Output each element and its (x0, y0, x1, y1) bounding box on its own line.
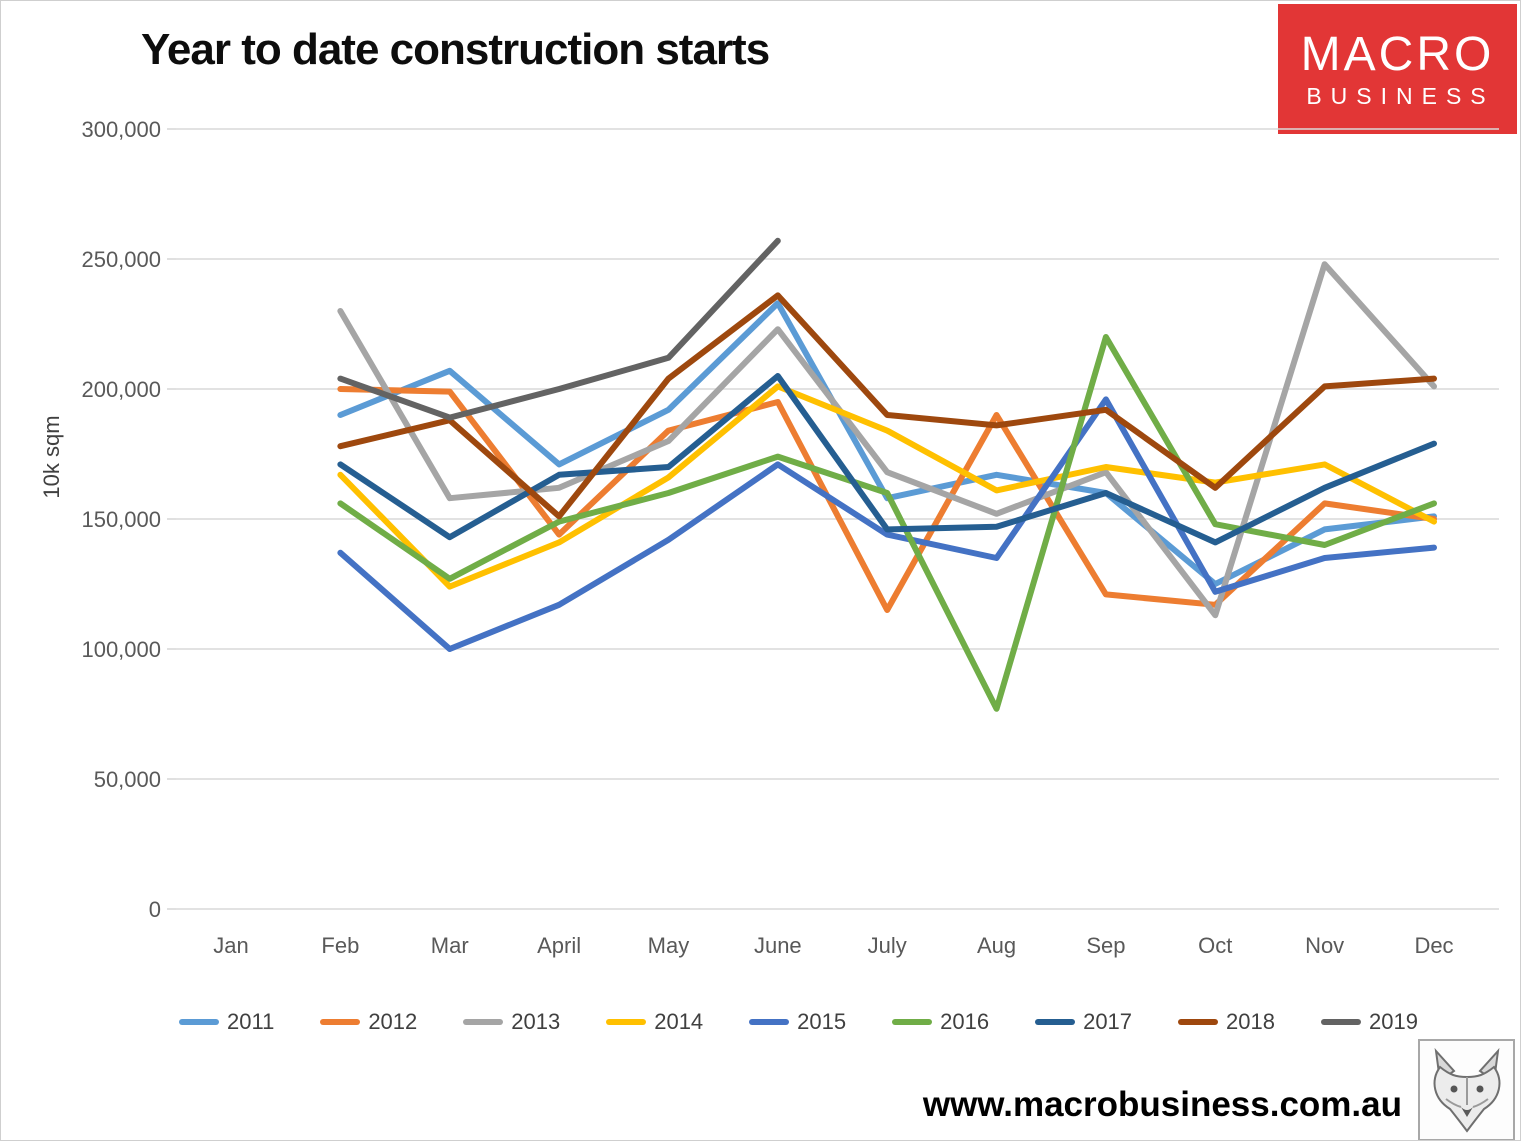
x-axis-label: June (754, 933, 802, 958)
series-line-2017 (337, 373, 1437, 546)
legend-label-2018: 2018 (1226, 1009, 1275, 1034)
x-axis-label: Aug (977, 933, 1016, 958)
legend-item-2012: 2012 (320, 1009, 417, 1035)
legend-label-2019: 2019 (1368, 1009, 1418, 1034)
x-axis-label: Sep (1086, 933, 1125, 958)
series-line-2014 (337, 383, 1437, 590)
macrobusiness-logo: MACRO BUSINESS (1278, 4, 1517, 134)
x-axis-label: Oct (1198, 933, 1232, 958)
legend-swatch-2014 (606, 1019, 647, 1025)
legend-item-2013: 2013 (463, 1009, 560, 1035)
legend-label-2015: 2015 (797, 1009, 847, 1034)
legend-label-2011: 2011 (227, 1009, 275, 1034)
chart-title: Year to date construction starts (141, 25, 770, 74)
x-axis-label: Feb (321, 933, 359, 958)
series-line-2019 (337, 237, 781, 421)
y-axis-title: 10k sqm (39, 415, 64, 498)
y-axis-label: 100,000 (81, 637, 161, 662)
y-axis-label: 200,000 (81, 377, 161, 402)
legend-label-2013: 2013 (511, 1009, 561, 1034)
legend-item-2016: 2016 (892, 1009, 989, 1035)
x-axis-label: April (537, 933, 581, 958)
legend-swatch-2018 (1178, 1019, 1219, 1025)
legend-label-2014: 2014 (654, 1009, 704, 1034)
x-axis-label: May (648, 933, 690, 958)
series-line-2016 (337, 334, 1437, 712)
watermark-url: www.macrobusiness.com.au (922, 1085, 1402, 1124)
y-axis-label: 250,000 (81, 247, 161, 272)
x-axis-label: July (868, 933, 907, 958)
y-axis-label: 150,000 (81, 507, 161, 532)
x-axis-label: Jan (213, 933, 248, 958)
legend-item-2018: 2018 (1178, 1009, 1275, 1035)
x-axis-label: Mar (431, 933, 469, 958)
legend-swatch-2016 (892, 1019, 933, 1025)
legend-item-2011: 2011 (179, 1009, 274, 1035)
legend-label-2012: 2012 (368, 1009, 418, 1034)
legend-swatch-2013 (463, 1019, 504, 1025)
x-axis-label: Dec (1414, 933, 1453, 958)
y-axis-label: 300,000 (81, 117, 161, 142)
y-axis-label: 0 (149, 897, 161, 922)
legend-swatch-2019 (1320, 1019, 1361, 1025)
legend-swatch-2012 (320, 1019, 361, 1025)
x-axis-label: Nov (1305, 933, 1344, 958)
fox-head-icon (1433, 1047, 1500, 1133)
y-axis-label: 50,000 (94, 767, 161, 792)
legend-label-2017: 2017 (1083, 1009, 1133, 1034)
logo-text-macro: MACRO (1300, 27, 1495, 81)
legend-item-2017: 2017 (1035, 1009, 1132, 1035)
legend-label-2016: 2016 (940, 1009, 990, 1034)
series-line-2018 (337, 292, 1437, 520)
legend-item-2014: 2014 (606, 1009, 703, 1035)
legend-swatch-2011 (179, 1019, 219, 1025)
logo-text-business: BUSINESS (1306, 82, 1495, 109)
series-line-2013 (337, 261, 1437, 619)
legend-item-2015: 2015 (749, 1009, 846, 1035)
series-line-2015 (337, 396, 1437, 652)
fox-logo-box (1418, 1039, 1515, 1140)
legend-item-2019: 2019 (1320, 1009, 1418, 1035)
legend-swatch-2017 (1035, 1019, 1076, 1025)
legend-swatch-2015 (749, 1019, 790, 1025)
chart-legend: 2011 2012 2013 2014 2015 2016 2017 2018 2019 (179, 1009, 1418, 1035)
